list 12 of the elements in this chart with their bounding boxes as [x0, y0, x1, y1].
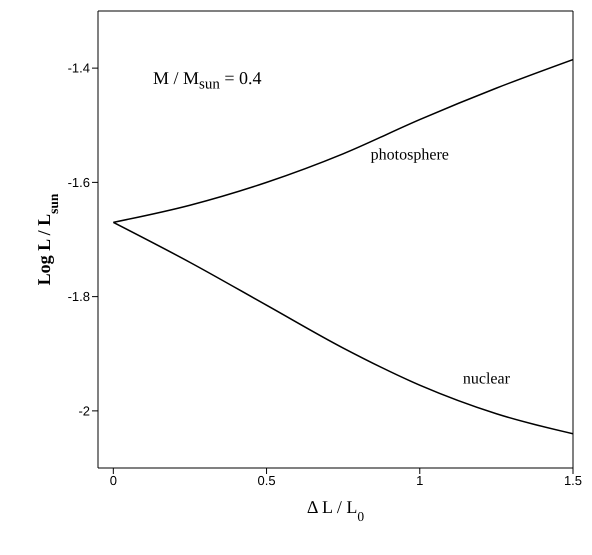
y-tick-label: -2: [78, 403, 90, 418]
x-tick-label: 1.5: [564, 473, 582, 488]
x-tick-label: 1: [416, 473, 424, 488]
y-tick-label: -1.4: [68, 60, 90, 76]
x-tick-label: 0: [110, 473, 117, 488]
annotation: M / M$_{sun}$ = 0.4: [153, 68, 262, 94]
x-tick-label: 0.5: [258, 473, 276, 488]
x-axis-title: Δ L / L$_{0}$: [306, 497, 364, 524]
series-label: nuclear: [462, 370, 511, 388]
series-label: photosphere: [370, 146, 449, 164]
y-tick-label: -1.8: [68, 289, 90, 304]
y-tick-label: -1.6: [68, 174, 90, 190]
